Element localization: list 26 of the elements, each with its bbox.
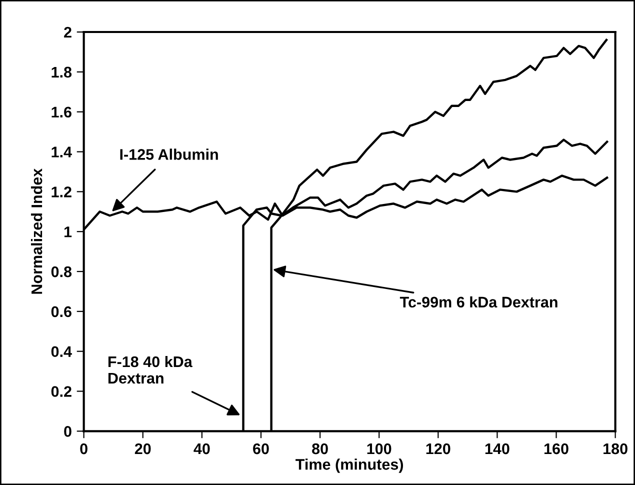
- x-tick-label: 180: [604, 443, 628, 454]
- annotation: I-125 Albumin: [120, 148, 218, 160]
- y-tick-label: 2: [64, 26, 72, 38]
- x-tick-label: 120: [426, 443, 450, 454]
- x-tick-label: 40: [194, 443, 210, 454]
- x-tick-label: 0: [80, 443, 88, 454]
- x-tick-label: 60: [253, 443, 269, 454]
- annotation: Tc-99m 6 kDa Dextran: [400, 296, 558, 308]
- x-tick-label: 20: [134, 443, 151, 454]
- y-tick-label: 1.8: [52, 66, 72, 78]
- x-tick-label: 140: [485, 443, 510, 454]
- y-tick-label: 1.2: [52, 186, 72, 198]
- y-tick-label: 0.6: [51, 306, 72, 318]
- y-tick-label: 0.8: [51, 266, 72, 278]
- y-tick-label: 1.6: [52, 106, 72, 118]
- y-tick-label: 1.4: [52, 146, 72, 158]
- y-axis-title: Normalized Index: [30, 168, 42, 294]
- y-tick-label: 0.4: [51, 346, 72, 358]
- x-tick-label: 100: [367, 443, 392, 454]
- x-axis-title: Time (minutes): [296, 458, 404, 473]
- annotation: F-18 40 kDa Dextran: [108, 356, 192, 384]
- y-tick-label: 1: [64, 226, 72, 238]
- y-tick-label: 0.2: [51, 386, 72, 397]
- x-tick-label: 80: [312, 443, 328, 454]
- y-tick-label: 0: [64, 426, 72, 437]
- x-tick-label: 160: [544, 443, 568, 454]
